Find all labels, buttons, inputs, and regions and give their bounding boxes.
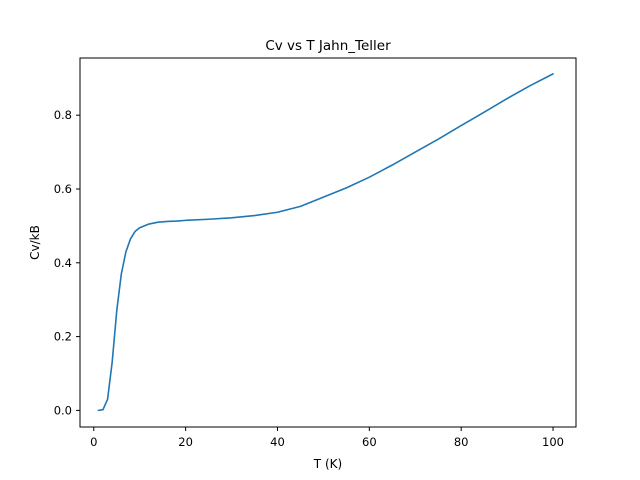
y-tick-label: 0.4 [54, 256, 72, 270]
x-tick-label: 40 [270, 435, 285, 449]
x-tick-label: 80 [454, 435, 469, 449]
y-tick-label: 0.8 [54, 108, 72, 122]
y-tick-label: 0.2 [54, 330, 72, 344]
chart-title: Cv vs T Jahn_Teller [265, 38, 391, 54]
y-tick-label: 0.6 [54, 182, 72, 196]
x-tick-label: 0 [90, 435, 97, 449]
ticks-group: 0 20 40 60 80 100 0.0 0.2 0.4 0.6 0.8 [54, 108, 564, 449]
series-layer [97, 73, 554, 412]
y-axis-label: Cv/kB [28, 225, 42, 260]
plot-frame [79, 57, 577, 428]
y-tick-label: 0.0 [54, 403, 72, 417]
x-tick-label: 100 [542, 435, 564, 449]
x-axis-label: T (K) [313, 457, 342, 471]
x-tick-label: 60 [362, 435, 377, 449]
x-tick-label: 20 [178, 435, 193, 449]
series-line-0 [97, 73, 554, 412]
